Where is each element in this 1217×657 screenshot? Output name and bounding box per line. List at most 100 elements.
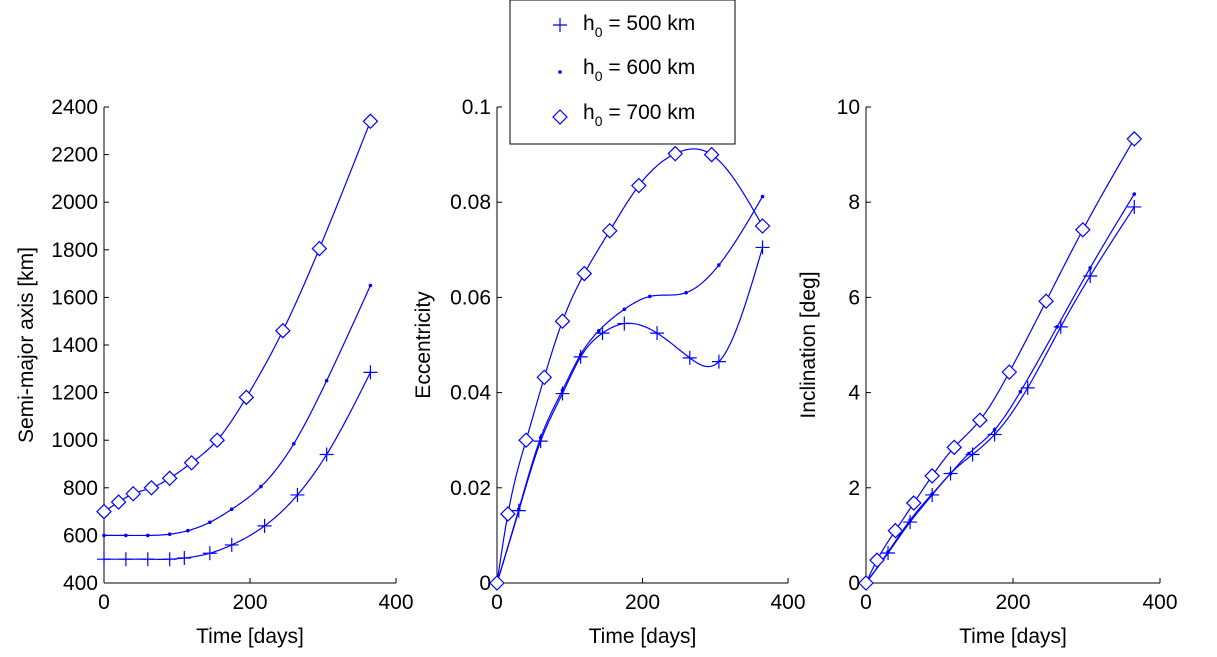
- series-line: [496, 148, 764, 584]
- y-tick-label: 0.1: [462, 96, 491, 119]
- data-point-dot: [578, 352, 583, 357]
- series-diamond: [96, 113, 379, 520]
- x-tick-label: 200: [625, 591, 660, 614]
- y-tick-label: 0.02: [450, 477, 491, 500]
- data-point-dot: [992, 427, 997, 432]
- data-point-dot: [517, 507, 521, 512]
- data-point-diamond: [161, 470, 178, 487]
- x-tick-label: 200: [995, 591, 1030, 614]
- subplot-1: 0 200 400 400 600 800 1000 1200 1400 1600 1800 2000…: [15, 96, 414, 648]
- data-point-diamond: [275, 322, 291, 339]
- y-tick-label: 1000: [51, 429, 98, 452]
- dot-marker-icon: [558, 70, 562, 74]
- data-point-dot: [647, 294, 652, 299]
- data-point-plus: [755, 240, 770, 255]
- y-tick-label: 8: [848, 191, 860, 214]
- data-point-dot: [930, 492, 934, 496]
- y-tick-label: 1800: [51, 239, 98, 262]
- data-point-dot: [186, 528, 190, 533]
- data-point-diamond: [143, 479, 160, 496]
- series-diamond: [858, 131, 1143, 591]
- data-point-diamond: [500, 506, 516, 522]
- data-point-dot: [259, 484, 263, 489]
- y-tick-label: 800: [63, 477, 98, 500]
- series-line: [865, 206, 1135, 584]
- data-point-diamond: [858, 575, 874, 591]
- x-axis-label: Time [days]: [196, 625, 304, 648]
- y-tick-label: 2200: [51, 144, 98, 167]
- data-point-diamond: [1001, 364, 1018, 380]
- data-point-dot: [1132, 192, 1137, 196]
- series-line: [103, 121, 372, 513]
- data-point-diamond: [946, 439, 963, 456]
- data-point-diamond: [96, 503, 112, 520]
- series-dot: [495, 194, 765, 585]
- data-point-dot: [622, 307, 627, 312]
- data-point-diamond: [1038, 293, 1054, 310]
- data-point-dot: [538, 436, 543, 440]
- data-point-dot: [967, 451, 971, 456]
- y-tick-label: 1200: [51, 382, 98, 405]
- data-point-diamond: [362, 113, 379, 130]
- y-tick-label: 0.06: [450, 286, 491, 309]
- y-tick-label: 0: [848, 572, 860, 595]
- data-point-dot: [368, 283, 373, 288]
- series-plus: [97, 365, 378, 567]
- data-point-plus: [903, 515, 918, 530]
- y-tick-label: 4: [848, 382, 860, 405]
- data-point-diamond: [754, 218, 771, 234]
- data-point-dot: [292, 441, 296, 446]
- series-line: [865, 138, 1135, 584]
- data-point-diamond: [183, 454, 200, 471]
- data-point-plus: [650, 326, 665, 341]
- legend-entry-600: h0 = 600 km: [558, 56, 695, 84]
- data-point-plus: [617, 316, 632, 331]
- x-tick-label: 400: [1142, 591, 1177, 614]
- data-point-plus: [202, 546, 217, 561]
- y-axis-label: Inclination [deg]: [797, 271, 820, 418]
- data-point-dot: [167, 532, 172, 537]
- data-point-diamond: [489, 575, 505, 591]
- data-point-diamond: [125, 485, 142, 502]
- diamond-marker-icon: [552, 109, 568, 125]
- y-tick-label: 2000: [51, 191, 98, 214]
- subplot-3: 0 200 400 0 2 4 6 8 10 Time [days] Inclination [de…: [797, 96, 1178, 648]
- data-point-diamond: [311, 240, 328, 257]
- y-tick-label: 0.08: [450, 191, 491, 214]
- series-line: [496, 196, 764, 584]
- data-point-diamond: [110, 494, 127, 510]
- x-axis-label: Time [days]: [959, 625, 1067, 648]
- data-point-plus: [97, 552, 111, 567]
- data-point-plus: [140, 552, 155, 567]
- data-point-plus: [162, 552, 177, 567]
- x-tick-label: 0: [860, 591, 872, 614]
- data-point-diamond: [518, 432, 534, 449]
- legend-label-600: h0 = 600 km: [583, 56, 695, 84]
- data-point-dot: [1055, 325, 1059, 329]
- data-point-plus: [573, 349, 588, 364]
- data-point-dot: [229, 507, 234, 512]
- data-point-diamond: [1126, 131, 1143, 147]
- y-tick-label: 6: [848, 286, 860, 309]
- y-tick-label: 0.04: [450, 382, 491, 405]
- plots: 0 200 400400600800100012001400160018002000…: [15, 96, 1178, 648]
- data-point-diamond: [869, 552, 885, 569]
- data-point-dot: [1018, 389, 1023, 394]
- data-point-dot: [886, 550, 890, 554]
- data-point-diamond: [601, 222, 618, 239]
- series-line: [104, 285, 371, 537]
- data-point-diamond: [209, 432, 225, 449]
- y-tick-label: 2: [848, 477, 860, 500]
- series-line: [496, 247, 764, 584]
- data-point-plus: [595, 326, 610, 341]
- x-tick-label: 400: [770, 591, 805, 614]
- data-point-dot: [324, 378, 329, 383]
- y-tick-label: 600: [63, 524, 98, 547]
- data-point-diamond: [238, 389, 255, 406]
- data-point-diamond: [576, 265, 593, 282]
- plus-marker-icon: [553, 18, 567, 32]
- data-point-dot: [684, 290, 688, 295]
- data-point-plus: [682, 350, 697, 365]
- data-point-diamond: [554, 313, 571, 330]
- x-tick-label: 200: [232, 591, 267, 614]
